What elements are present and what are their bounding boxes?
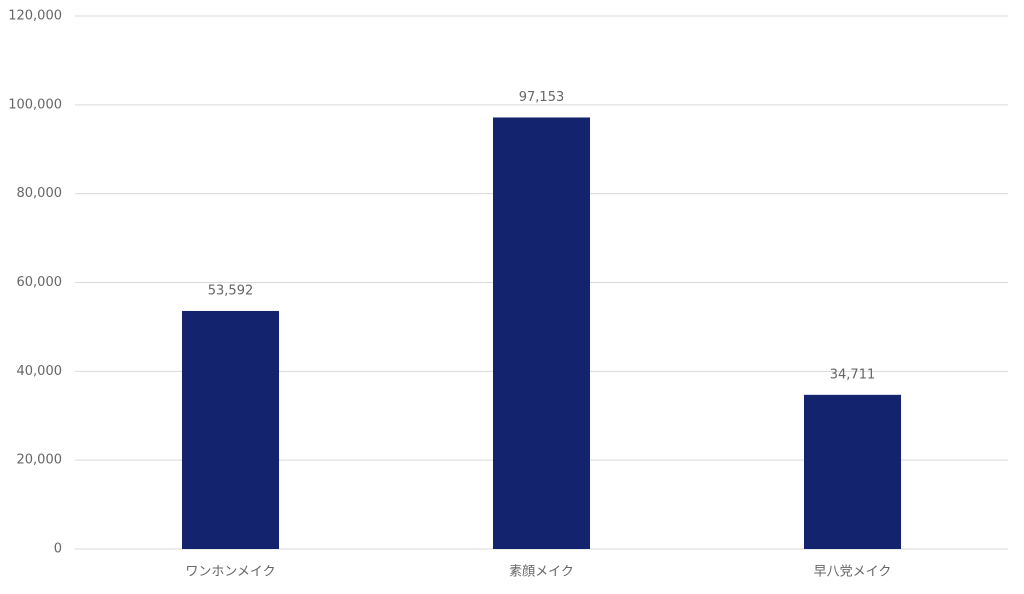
value-label: 97,153 [519, 90, 565, 105]
bar [492, 117, 591, 549]
bar [181, 310, 280, 549]
y-tick-label: 100,000 [8, 97, 62, 112]
y-tick-label: 20,000 [17, 453, 63, 468]
y-tick-label: 40,000 [17, 364, 63, 379]
x-tick-label: 早八党メイク [814, 565, 892, 580]
value-label: 34,711 [830, 367, 876, 382]
y-tick-label: 60,000 [17, 275, 63, 290]
x-tick-label: 素顔メイク [509, 565, 574, 580]
y-tick-label: 120,000 [8, 9, 62, 24]
value-label: 53,592 [208, 283, 254, 298]
y-tick-label: 80,000 [17, 186, 63, 201]
x-tick-label: ワンホンメイク [185, 565, 275, 580]
bar [803, 394, 902, 549]
y-tick-label: 0 [54, 542, 62, 557]
